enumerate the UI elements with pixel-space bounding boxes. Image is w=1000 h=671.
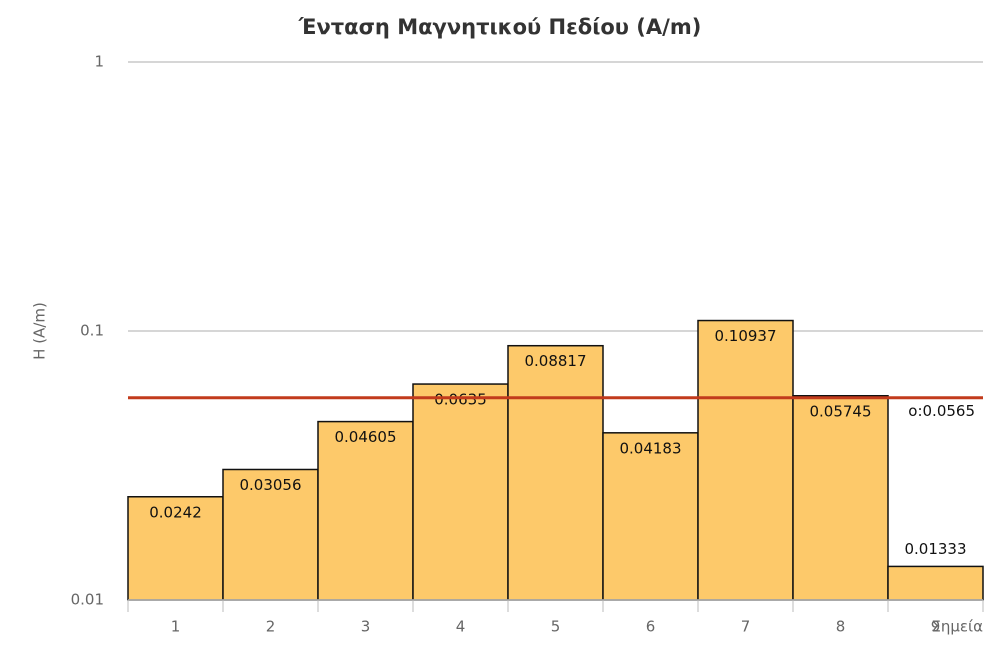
- x-tick-label: 3: [361, 618, 371, 636]
- data-label: 0.0242: [149, 503, 202, 521]
- chart-title: Ένταση Μαγνητικού Πεδίου (A/m): [298, 15, 702, 39]
- bar: [127, 496, 224, 601]
- bar: [507, 344, 604, 601]
- reference-label: o:0.0565: [908, 402, 975, 420]
- bar: [412, 383, 509, 601]
- y-axis-title: H (A/m): [31, 302, 49, 360]
- data-label: 0.05745: [809, 402, 871, 420]
- x-tick-label: 6: [646, 618, 656, 636]
- data-label: 0.08817: [524, 352, 586, 370]
- data-label: 0.04605: [334, 428, 396, 446]
- data-label: 0.01333: [904, 540, 966, 558]
- data-label: 0.03056: [239, 476, 301, 494]
- x-tick-label: 4: [456, 618, 466, 636]
- x-tick-label: 8: [836, 618, 846, 636]
- y-tick-label: 0.01: [71, 591, 104, 609]
- bar: [602, 432, 699, 601]
- y-tick-label: 1: [94, 53, 104, 71]
- x-tick-label: 2: [266, 618, 276, 636]
- y-tick-label: 0.1: [80, 322, 104, 340]
- x-axis-title: Σημεία: [931, 618, 983, 636]
- x-tick-label: 1: [171, 618, 181, 636]
- bar: [792, 395, 889, 601]
- bar: [697, 319, 794, 601]
- data-label: 0.10937: [714, 327, 776, 345]
- bar: [222, 468, 319, 601]
- x-tick-label: 9: [931, 618, 941, 636]
- bar: [887, 565, 984, 601]
- bar: [317, 420, 414, 601]
- data-label: 0.0635: [434, 391, 487, 409]
- x-tick-label: 5: [551, 618, 561, 636]
- x-tick-label: 7: [741, 618, 751, 636]
- data-label: 0.04183: [619, 439, 681, 457]
